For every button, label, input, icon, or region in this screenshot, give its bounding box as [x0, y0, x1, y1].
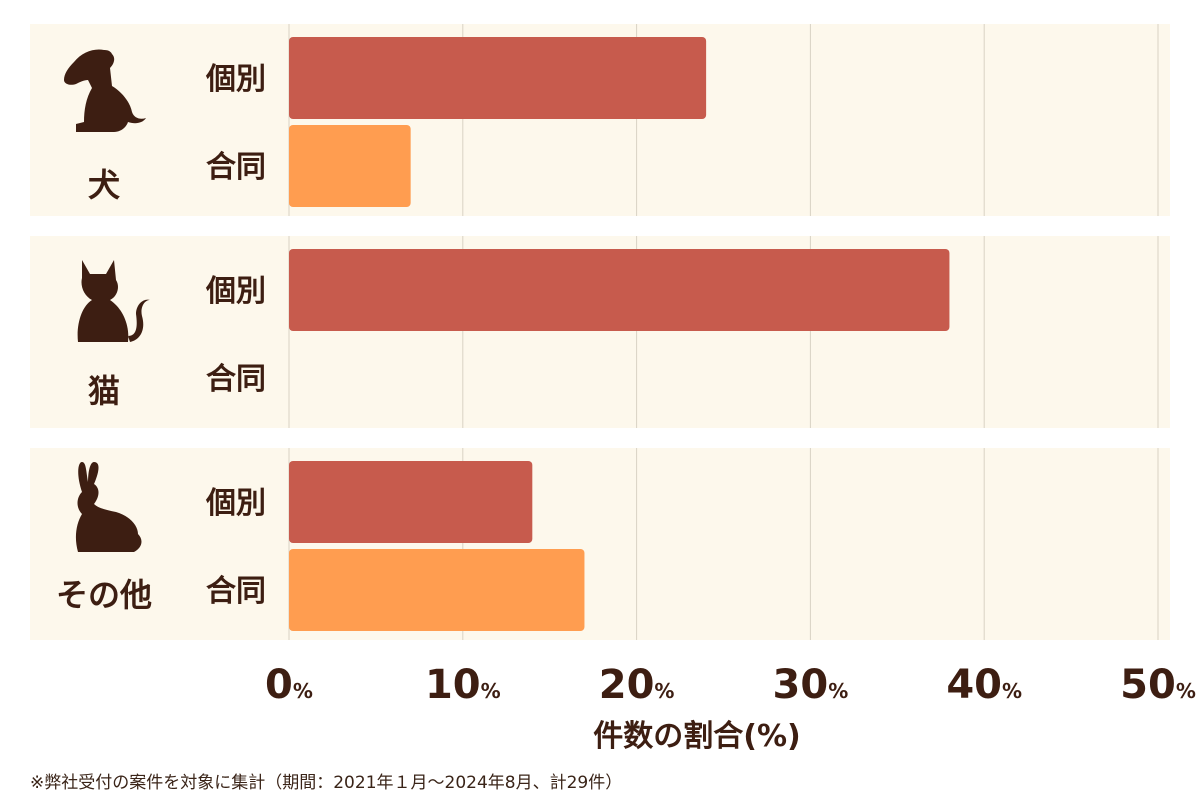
series-label: 個別 — [205, 274, 266, 309]
cat-icon — [77, 260, 150, 342]
group-label: 犬 — [88, 166, 120, 204]
series-label: 合同 — [206, 574, 266, 609]
tick-label: 10% — [425, 662, 501, 708]
dog-icon — [64, 49, 146, 132]
tick-label: 50% — [1120, 662, 1196, 708]
series-label: 合同 — [206, 362, 266, 397]
category-panel — [30, 448, 1170, 640]
bar — [289, 37, 707, 119]
tick-label: 30% — [773, 662, 849, 708]
series-label: 個別 — [205, 486, 266, 521]
bar — [289, 549, 585, 631]
series-label: 合同 — [206, 150, 266, 185]
bar — [289, 461, 533, 543]
rabbit-icon — [75, 462, 142, 552]
bar — [289, 125, 411, 207]
bar — [289, 249, 950, 331]
group-label: 猫 — [88, 372, 120, 410]
group-label: その他 — [56, 576, 152, 614]
tick-label: 20% — [599, 662, 675, 708]
tick-label: 40% — [946, 662, 1022, 708]
x-axis-label: 件数の割合(%) — [593, 719, 800, 754]
series-label: 個別 — [205, 62, 266, 97]
footnote: ※弊社受付の案件を対象に集計（期間：2021年１月〜2024年8月、計29件） — [30, 773, 623, 793]
tick-label: 0% — [265, 662, 313, 708]
